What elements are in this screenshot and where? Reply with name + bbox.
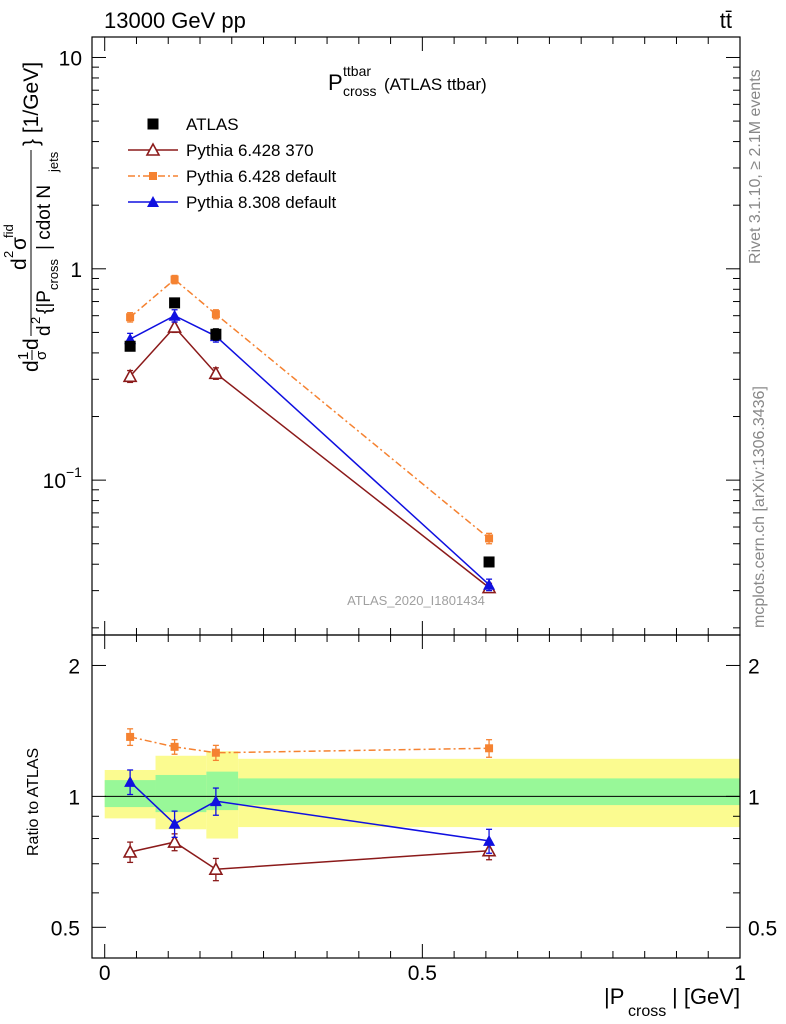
data-point-marker <box>209 795 222 807</box>
series-layer <box>122 274 497 882</box>
ylabel-part-dnum: d <box>8 258 31 270</box>
series-pythia6_370 <box>122 319 497 594</box>
data-point-marker <box>124 775 137 787</box>
legend-label: Pythia 8.308 default <box>186 193 337 212</box>
header-right: tt̄ <box>720 8 732 33</box>
ylabel-part-cdot: | cdot N <box>34 185 55 250</box>
legend-label: Pythia 6.428 370 <box>186 141 314 160</box>
legend-entry-pythia6_370: Pythia 6.428 370 <box>128 141 314 160</box>
xlabel-pre: |P <box>604 984 624 1009</box>
xlabel-post: | [GeV] <box>672 984 740 1009</box>
legend-entry-data: ATLAS <box>147 115 239 134</box>
data-point-marker <box>211 310 220 319</box>
ylabel-part-sigmafid: σ <box>8 237 31 250</box>
series-pythia6_default <box>126 728 494 762</box>
series-line <box>129 841 490 870</box>
data-point-marker <box>149 172 157 180</box>
series-data <box>124 297 495 568</box>
data-point-marker <box>168 309 181 321</box>
data-point-marker <box>210 328 222 340</box>
data-point-marker <box>168 817 181 829</box>
series-line <box>129 736 490 754</box>
data-point-marker <box>147 196 159 207</box>
legend-label: Pythia 6.428 default <box>186 167 337 186</box>
ylabel-part-2num: 2 <box>1 251 16 258</box>
data-point-marker <box>483 578 496 590</box>
ylabel-part-fid: fid <box>1 224 16 238</box>
data-point-marker <box>483 834 496 846</box>
main-y-tick-label: 10 <box>43 470 66 493</box>
plot-title-sub: cross <box>343 83 376 99</box>
rivet-label: Rivet 3.1.10, ≥ 2.1M events <box>747 69 764 264</box>
ylabel-part-2den: 2 <box>28 317 43 324</box>
data-point-marker <box>122 368 138 383</box>
ratio-band-layer <box>104 751 740 839</box>
main-y-axis-label: d 1 σ d d 2 σ fid d 2 {|P cross | cdot N… <box>1 62 61 372</box>
ratio-y-tick-label: 2 <box>748 655 760 678</box>
data-point-marker <box>126 313 135 322</box>
legend-entry-pythia6_default: Pythia 6.428 default <box>128 167 337 186</box>
data-point-marker <box>122 844 138 858</box>
ylabel-part-1: 1 <box>15 352 32 360</box>
legend: ATLAS Pythia 6.428 370 Pythia 6.428 defaul… <box>128 115 337 212</box>
legend-label: ATLAS <box>186 115 239 134</box>
ylabel-part-jets: jets <box>46 151 61 173</box>
ratio-x-tick-label: 1 <box>734 962 746 985</box>
main-y-tick-label: 10 <box>59 47 82 70</box>
data-point-marker <box>124 340 136 352</box>
plot-title-main: P <box>328 70 343 95</box>
data-point-marker <box>169 297 181 309</box>
xlabel-sub: cross <box>628 1003 666 1020</box>
header-left: 13000 GeV pp <box>104 8 246 33</box>
data-point-marker <box>167 319 182 333</box>
plot-title: P ttbar cross (ATLAS ttbar) <box>328 63 487 99</box>
mcplots-label: mcplots.cern.ch [arXiv:1306.3436] <box>751 386 768 628</box>
ratio-x-tick-label: 0 <box>99 962 111 985</box>
ylabel-part-cross: cross <box>46 258 61 290</box>
ylabel-part-dden: d <box>34 325 55 336</box>
plot-title-sup: ttbar <box>343 63 371 79</box>
data-point-marker <box>170 275 179 284</box>
data-point-marker <box>145 142 161 156</box>
main-y-tick-label: 1 <box>70 259 82 282</box>
data-point-marker <box>483 556 495 568</box>
ylabel-part-pcross: {|P <box>34 290 55 314</box>
ratio-y-tick-label: 1 <box>68 786 80 809</box>
data-point-marker <box>485 534 494 543</box>
legend-entry-pythia8: Pythia 8.308 default <box>128 193 337 212</box>
series-pythia8 <box>124 769 496 854</box>
series-pythia6_370 <box>122 833 497 882</box>
ratio-y-tick-label: 0.5 <box>51 917 80 940</box>
series-line <box>129 781 490 842</box>
series-line <box>129 314 490 586</box>
ratio-y-tick-label: 0.5 <box>748 917 777 940</box>
data-point-marker <box>170 742 179 751</box>
series-pythia6_default <box>126 274 494 545</box>
data-point-marker <box>147 118 159 130</box>
ylabel-part-sigma: σ <box>33 350 50 360</box>
ratio-y-tick-label: 2 <box>68 655 80 678</box>
data-point-marker <box>167 834 182 848</box>
band-inner-segment <box>238 778 740 806</box>
data-point-marker <box>208 861 224 876</box>
data-point-marker <box>208 365 224 380</box>
analysis-id: ATLAS_2020_I1801434 <box>347 593 485 608</box>
series-line <box>129 278 490 539</box>
data-point-marker <box>126 732 135 741</box>
data-point-marker <box>211 748 220 757</box>
ylabel-part-d2: d <box>20 338 43 350</box>
series-line <box>129 325 490 589</box>
band-inner-segment <box>155 774 207 813</box>
ratio-y-tick-label: 1 <box>748 786 760 809</box>
main-y-tick-label: −1 <box>66 464 82 480</box>
ylabel-part-unit: } [1/GeV] <box>20 62 43 146</box>
ratio-x-tick-label: 0.5 <box>408 962 437 985</box>
plot-title-suffix: (ATLAS ttbar) <box>384 75 487 94</box>
data-point-marker <box>485 744 494 753</box>
ylabel-part-d1: d <box>20 360 43 372</box>
x-axis-label: |P cross | [GeV] <box>604 984 740 1020</box>
ratio-y-axis-label: Ratio to ATLAS <box>25 748 42 856</box>
